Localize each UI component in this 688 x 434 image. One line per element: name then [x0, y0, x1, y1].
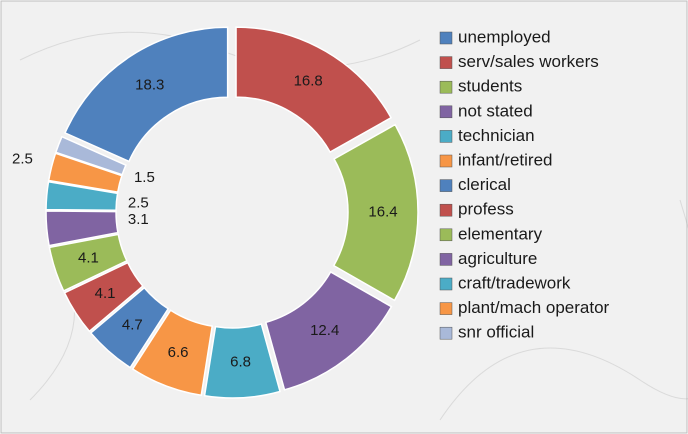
legend-label: elementary: [458, 224, 543, 243]
legend-swatch: [439, 56, 453, 69]
value-label: 2.5: [12, 150, 33, 167]
doughnut-segment: [203, 323, 281, 399]
doughnut-segment: [47, 152, 123, 193]
legend-swatch: [439, 130, 453, 143]
value-label: 1.5: [134, 169, 155, 186]
doughnut-segment: [332, 123, 419, 302]
legend-swatch: [439, 179, 453, 192]
doughnut-segment: [264, 270, 393, 391]
doughnut-segment: [235, 26, 393, 154]
legend-label: snr official: [458, 323, 534, 342]
doughnut-segment: [63, 261, 144, 333]
value-label: 4.1: [95, 285, 116, 302]
legend-swatch: [439, 253, 453, 266]
legend-swatch: [439, 203, 453, 217]
legend-swatch: [439, 228, 453, 242]
value-label: 16.8: [294, 73, 323, 90]
legend-swatch: [439, 154, 453, 168]
value-label: 18.3: [135, 76, 164, 93]
value-label: 6.8: [230, 354, 251, 371]
doughnut-segment: [64, 26, 229, 163]
legend-label: agriculture: [458, 249, 537, 268]
value-label: 16.4: [368, 203, 397, 220]
value-label: 6.6: [168, 344, 189, 361]
legend-label: craft/tradework: [458, 273, 571, 292]
legend-label: technician: [458, 126, 535, 145]
doughnut-segment: [45, 180, 119, 212]
doughnut-segment: [131, 309, 214, 397]
value-label: 12.4: [310, 322, 339, 339]
legend-label: unemployed: [458, 27, 551, 46]
legend-swatch: [439, 277, 453, 291]
doughnut-segment: [54, 135, 127, 176]
legend-label: not stated: [458, 101, 533, 120]
doughnut-segment: [48, 233, 128, 292]
legend-label: plant/mach operator: [458, 298, 610, 317]
value-label: 4.7: [122, 316, 143, 333]
legend-swatch: [439, 31, 453, 45]
legend-swatch: [439, 105, 453, 119]
value-label: 3.1: [128, 211, 149, 228]
legend-swatch: [439, 326, 453, 340]
legend-label: serv/sales workers: [458, 52, 599, 71]
legend-swatch: [439, 80, 453, 94]
legend-swatch: [439, 302, 453, 315]
legend-label: profess: [458, 200, 514, 219]
legend-label: infant/retired: [458, 150, 553, 169]
legend-label: clerical: [458, 175, 511, 194]
doughnut-segment: [89, 286, 170, 369]
legend-label: students: [458, 77, 522, 96]
value-label: 2.5: [128, 195, 149, 212]
value-label: 4.1: [78, 250, 99, 267]
doughnut-segment: [45, 210, 119, 247]
